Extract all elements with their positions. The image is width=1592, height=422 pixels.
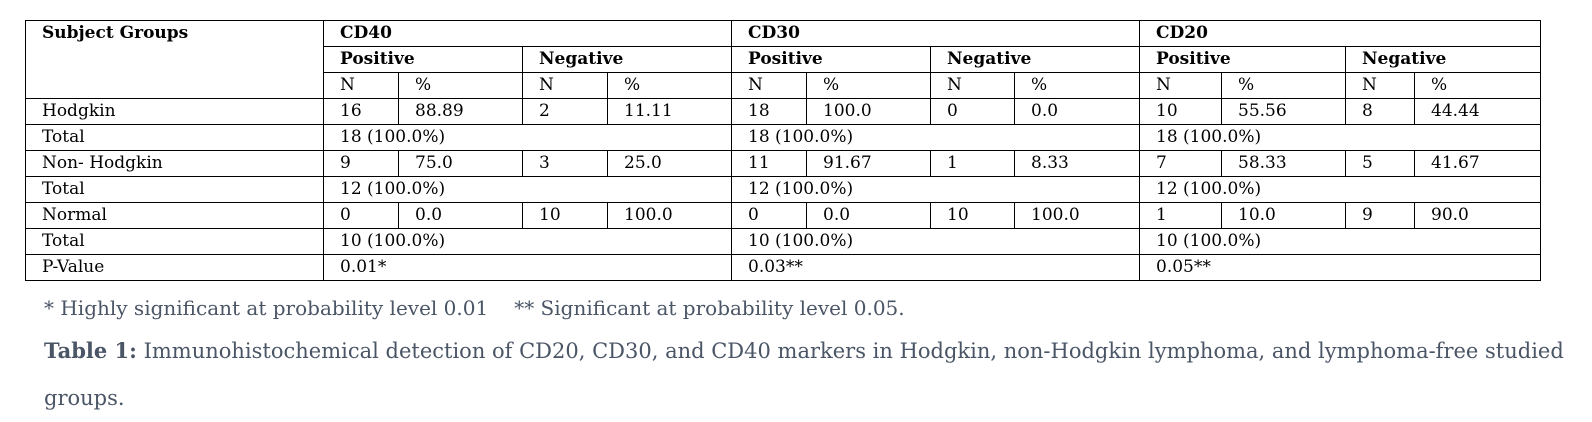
table-total-cell: 10 (100.0%) xyxy=(323,228,732,255)
table-cell: 88.89 xyxy=(398,98,523,125)
table-total-cell: 12 (100.0%) xyxy=(323,176,732,203)
table-cell: 100.0 xyxy=(806,98,931,125)
col-header-percent: % xyxy=(1014,72,1140,99)
caption-label: Table 1: xyxy=(44,338,137,363)
table-row: Total 10 (100.0%) 10 (100.0%) 10 (100.0%) xyxy=(25,228,1541,255)
table-total-cell: 12 (100.0%) xyxy=(1139,176,1541,203)
col-header-n: N xyxy=(1139,72,1222,99)
table-cell: 25.0 xyxy=(607,150,732,177)
marker-header-cd30: CD30 xyxy=(731,20,1140,47)
table-cell: 1 xyxy=(930,150,1015,177)
results-table: Subject Groups CD40 CD30 CD20 Positive N… xyxy=(25,20,1541,281)
footnotes: * Highly significant at probability leve… xyxy=(44,296,905,320)
table-cell: 2 xyxy=(522,98,608,125)
table-cell: 11.11 xyxy=(607,98,732,125)
cd40-negative-header: Negative xyxy=(522,46,732,73)
table-cell: 10 xyxy=(930,202,1015,229)
table-cell: 91.67 xyxy=(806,150,931,177)
table-cell: 9 xyxy=(1345,202,1415,229)
table-cell: 3 xyxy=(522,150,608,177)
row-label: Non- Hodgkin xyxy=(25,150,324,177)
col-header-n: N xyxy=(731,72,807,99)
footnote-significant: ** Significant at probability level 0.05… xyxy=(514,296,905,320)
col-header-n: N xyxy=(1345,72,1415,99)
row-label: Total xyxy=(25,124,324,151)
table-cell: 11 xyxy=(731,150,807,177)
caption-text: Immunohistochemical detection of CD20, C… xyxy=(44,339,1564,410)
table-cell: 5 xyxy=(1345,150,1415,177)
table-cell: 100.0 xyxy=(1014,202,1140,229)
col-header-n: N xyxy=(323,72,399,99)
col-header-percent: % xyxy=(806,72,931,99)
table-cell: 0.0 xyxy=(806,202,931,229)
cd30-positive-header: Positive xyxy=(731,46,931,73)
table-cell: 0.0 xyxy=(1014,98,1140,125)
table-cell: 0 xyxy=(323,202,399,229)
table-cell: 90.0 xyxy=(1414,202,1541,229)
marker-header-cd40: CD40 xyxy=(323,20,732,47)
col-header-n: N xyxy=(930,72,1015,99)
row-label: P-Value xyxy=(25,254,324,281)
col-header-percent: % xyxy=(398,72,523,99)
table-row: Total 18 (100.0%) 18 (100.0%) 18 (100.0%) xyxy=(25,124,1541,151)
row-label: Hodgkin xyxy=(25,98,324,125)
cd30-negative-header: Negative xyxy=(930,46,1140,73)
table-cell: 100.0 xyxy=(607,202,732,229)
table-total-cell: 12 (100.0%) xyxy=(731,176,1140,203)
col-header-n: N xyxy=(522,72,608,99)
table-cell: 41.67 xyxy=(1414,150,1541,177)
table-cell: 10 xyxy=(1139,98,1222,125)
row-label: Normal xyxy=(25,202,324,229)
table-cell: 0.0 xyxy=(398,202,523,229)
cd20-negative-header: Negative xyxy=(1345,46,1541,73)
table-row: Non- Hodgkin 9 75.0 3 25.0 11 91.67 1 8.33 7 58.33… xyxy=(25,150,1541,177)
table-row: Normal 0 0.0 10 100.0 0 0.0 10 100.0 1 10.0 9 90.0 xyxy=(25,202,1541,229)
col-header-percent: % xyxy=(1221,72,1346,99)
table-row: Hodgkin 16 88.89 2 11.11 18 100.0 0 0.0 10 55.56 8 4… xyxy=(25,98,1541,125)
table-cell: 44.44 xyxy=(1414,98,1541,125)
col-header-percent: % xyxy=(1414,72,1541,99)
cd20-positive-header: Positive xyxy=(1139,46,1346,73)
row-label: Total xyxy=(25,228,324,255)
table-cell: 10 xyxy=(522,202,608,229)
table-cell: 1 xyxy=(1139,202,1222,229)
footnote-highly-significant: * Highly significant at probability leve… xyxy=(44,296,489,320)
table-total-cell: 0.01* xyxy=(323,254,732,281)
table-total-cell: 18 (100.0%) xyxy=(323,124,732,151)
table-row: P-Value 0.01* 0.03** 0.05** xyxy=(25,254,1541,281)
table-total-cell: 18 (100.0%) xyxy=(731,124,1140,151)
table-total-cell: 0.03** xyxy=(731,254,1140,281)
table-cell: 58.33 xyxy=(1221,150,1346,177)
header-row-columns: N % N % N % N % N % N % xyxy=(26,72,1541,99)
table-cell: 0 xyxy=(731,202,807,229)
table-total-cell: 10 (100.0%) xyxy=(731,228,1140,255)
table-cell: 0 xyxy=(930,98,1015,125)
table-row: Total 12 (100.0%) 12 (100.0%) 12 (100.0%) xyxy=(25,176,1541,203)
table-cell: 16 xyxy=(323,98,399,125)
table-cell: 10.0 xyxy=(1221,202,1346,229)
table-cell: 7 xyxy=(1139,150,1222,177)
table-total-cell: 10 (100.0%) xyxy=(1139,228,1541,255)
header-row-sign: Positive Negative Positive Negative Posi… xyxy=(26,46,1541,73)
marker-header-cd20: CD20 xyxy=(1139,20,1541,47)
col-header-percent: % xyxy=(607,72,732,99)
table-cell: 55.56 xyxy=(1221,98,1346,125)
row-label: Total xyxy=(25,176,324,203)
table-cell: 8 xyxy=(1345,98,1415,125)
table-total-cell: 18 (100.0%) xyxy=(1139,124,1541,151)
subject-groups-header: Subject Groups xyxy=(25,20,324,99)
table-cell: 8.33 xyxy=(1014,150,1140,177)
table-cell: 18 xyxy=(731,98,807,125)
cd40-positive-header: Positive xyxy=(323,46,523,73)
table-cell: 9 xyxy=(323,150,399,177)
table-total-cell: 0.05** xyxy=(1139,254,1541,281)
table-caption: Table 1: Immunohistochemical detection o… xyxy=(44,327,1564,422)
header-row-markers: Subject Groups CD40 CD30 CD20 xyxy=(25,20,1541,99)
table-cell: 75.0 xyxy=(398,150,523,177)
